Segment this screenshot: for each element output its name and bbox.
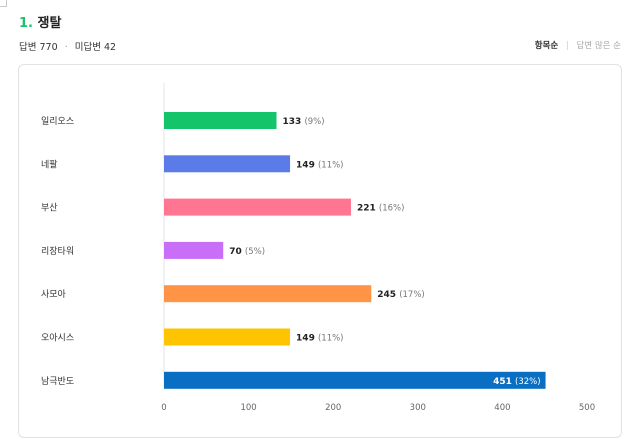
unanswered-label: 미답변 <box>74 42 101 53</box>
sort-by-item-button[interactable]: 항목순 <box>534 41 559 51</box>
data-label: 133 (9%) <box>283 117 325 127</box>
sort-separator: | <box>565 41 569 51</box>
stats-separator: · <box>64 42 68 53</box>
bar <box>164 155 291 173</box>
category-label: 리장타워 <box>41 246 74 257</box>
category-label: 오아시스 <box>41 333 74 344</box>
data-label: 70 (5%) <box>229 247 265 257</box>
x-tick-label: 0 <box>161 403 166 413</box>
question-title-text: 쟁탈 <box>37 16 62 31</box>
data-label: 149 (11%) <box>296 160 343 170</box>
response-stats: 답변 770 · 미답변 42 <box>19 39 116 53</box>
sort-by-count-button[interactable]: 답변 많은 순 <box>576 41 621 51</box>
unanswered-count: 42 <box>104 42 117 53</box>
answered-label: 답변 <box>19 42 37 53</box>
question-number: 1. <box>19 16 33 31</box>
bar-chart: 일리오스 133 (9%) 네팔 149 (11%) 부산 221 (16%) 리장타워 70… <box>41 83 595 413</box>
x-tick-label: 500 <box>579 403 595 413</box>
answered-count: 770 <box>39 42 58 53</box>
bar <box>164 371 546 389</box>
category-label: 남극반도 <box>41 376 74 387</box>
x-tick-label: 200 <box>325 403 341 413</box>
bar <box>164 112 277 129</box>
data-label: 221 (16%) <box>357 204 404 214</box>
category-label: 사모아 <box>41 289 67 300</box>
x-tick-label: 300 <box>410 403 426 413</box>
sort-options: 항목순 | 답변 많은 순 <box>535 39 621 51</box>
question-title: 1. 쟁탈 <box>19 12 61 31</box>
category-label: 부산 <box>41 203 58 214</box>
category-label: 네팔 <box>41 158 58 170</box>
window-corner <box>0 0 7 7</box>
bar <box>164 241 224 259</box>
bar <box>164 285 372 303</box>
data-label: 451 (32%) <box>493 377 540 387</box>
x-tick-label: 400 <box>494 403 510 413</box>
bar <box>164 328 291 346</box>
data-label: 245 (17%) <box>377 290 424 300</box>
x-tick-label: 100 <box>240 403 256 413</box>
chart-card: 일리오스 133 (9%) 네팔 149 (11%) 부산 221 (16%) 리장타워 70… <box>18 64 622 438</box>
bar <box>164 198 351 216</box>
data-label: 149 (11%) <box>296 334 343 344</box>
category-label: 일리오스 <box>41 116 74 127</box>
